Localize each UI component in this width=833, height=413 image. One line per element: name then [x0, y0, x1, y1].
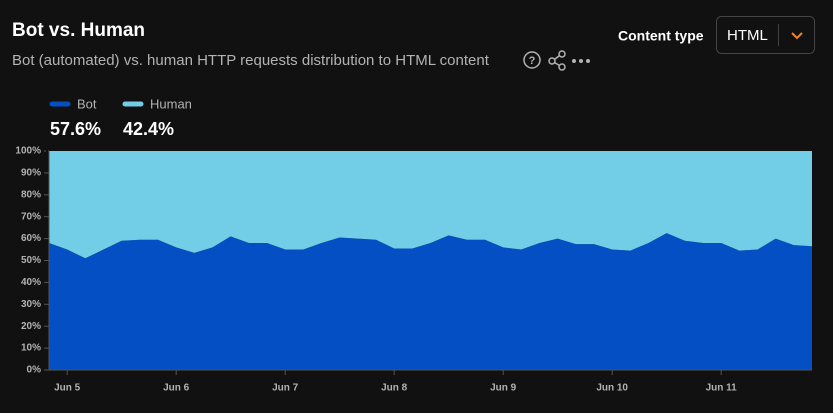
- x-tick-label: Jun 10: [596, 383, 628, 394]
- control-label: Content type: [618, 28, 704, 44]
- legend-label: Bot: [77, 96, 97, 111]
- y-tick-label: 20%: [21, 321, 41, 332]
- more-icon[interactable]: [572, 59, 590, 63]
- legend-share: 42.4%: [123, 119, 174, 139]
- x-tick-label: Jun 6: [163, 383, 190, 394]
- y-tick-label: 40%: [21, 277, 41, 288]
- x-tick-label: Jun 11: [706, 383, 738, 394]
- y-tick-label: 100%: [15, 146, 41, 157]
- legend-share: 57.6%: [50, 119, 101, 139]
- y-tick-label: 80%: [21, 189, 41, 200]
- y-tick-label: 10%: [21, 343, 41, 354]
- y-tick-label: 30%: [21, 299, 41, 310]
- y-tick-label: 60%: [21, 233, 41, 244]
- y-tick-label: 70%: [21, 211, 41, 222]
- x-tick-label: Jun 5: [54, 383, 81, 394]
- dropdown[interactable]: HTML: [716, 16, 815, 54]
- y-tick-label: 90%: [21, 168, 41, 179]
- x-tick-label: Jun 9: [490, 383, 517, 394]
- area: [49, 151, 812, 259]
- share-icon[interactable]: [548, 50, 566, 71]
- x-tick-label: Jun 8: [381, 383, 408, 394]
- y-tick-label: 50%: [21, 255, 41, 266]
- x-tick-label: Jun 7: [272, 383, 299, 394]
- subtitle: Bot (automated) vs. human HTTP requests …: [12, 52, 490, 69]
- svg-text:?: ?: [529, 55, 536, 67]
- title: Bot vs. Human: [12, 20, 145, 41]
- y-tick-label: 0%: [27, 365, 42, 376]
- area: [49, 233, 812, 370]
- legend-label: Human: [150, 96, 192, 111]
- dropdown-value: HTML: [727, 27, 768, 44]
- info-icon[interactable]: ?: [523, 51, 541, 69]
